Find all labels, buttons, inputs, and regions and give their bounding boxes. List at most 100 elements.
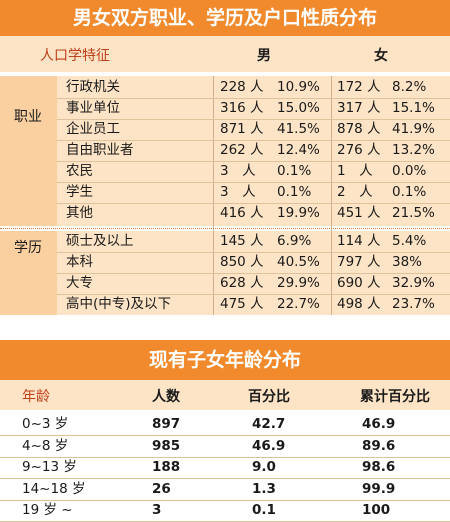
female-count: 276 人	[337, 142, 381, 158]
male-count: 316 人	[220, 100, 264, 116]
percent: 0.1	[252, 502, 276, 518]
percent: 46.9	[252, 437, 286, 454]
occupation-label-cell	[0, 76, 57, 226]
row-divider	[57, 118, 450, 120]
table1-header-female: 女	[374, 48, 388, 64]
row-item-label: 硕士及以上	[66, 233, 134, 249]
row-divider	[0, 499, 450, 501]
female-count: 1 人	[337, 163, 373, 179]
male-count: 262 人	[220, 142, 264, 158]
table1-title: 男女双方职业、学历及户口性质分布	[72, 7, 377, 29]
table1-header-male: 男	[257, 48, 271, 64]
age-group: 0~3 岁	[22, 416, 69, 432]
table2-header-count: 人数	[152, 389, 180, 405]
female-percent: 15.1%	[392, 100, 435, 116]
age-group: 19 岁 ~	[22, 502, 73, 518]
row-item-label: 自由职业者	[66, 142, 134, 158]
row-divider	[57, 160, 450, 162]
percent: 9.0	[252, 459, 276, 475]
row-item-label: 农民	[66, 163, 93, 179]
male-percent: 40.5%	[277, 254, 320, 270]
occupation-group-label: 职业	[14, 109, 42, 125]
female-percent: 38%	[392, 254, 423, 270]
row-divider	[57, 272, 450, 274]
female-count: 114 人	[337, 233, 381, 249]
male-percent: 22.7%	[277, 296, 320, 312]
table2-banner: 现有子女年龄分布	[0, 340, 450, 380]
column-divider	[213, 76, 214, 315]
table2-header-cumulative: 累计百分比	[360, 389, 430, 405]
male-percent: 0.1%	[277, 184, 312, 200]
male-percent: 6.9%	[277, 233, 312, 249]
female-percent: 13.2%	[392, 142, 435, 158]
row-item-label: 行政机关	[66, 79, 120, 95]
percent: 1.3	[252, 480, 276, 497]
cumulative-percent: 89.6	[362, 437, 396, 454]
male-percent: 12.4%	[277, 142, 320, 158]
male-count: 145 人	[220, 233, 264, 249]
occupation-data-block	[57, 76, 450, 226]
column-divider	[331, 76, 332, 315]
row-divider	[0, 478, 450, 479]
age-group: 4~8 岁	[22, 437, 69, 454]
female-percent: 5.4%	[392, 233, 427, 249]
row-item-label: 高中(中专)及以下	[66, 296, 172, 312]
table1-header-row	[0, 36, 450, 72]
child-count: 3	[152, 502, 162, 518]
male-count: 871 人	[220, 121, 264, 137]
education-label-cell	[0, 231, 57, 315]
row-divider	[0, 456, 450, 458]
female-count: 451 人	[337, 205, 381, 221]
male-count: 228 人	[220, 79, 264, 95]
female-count: 690 人	[337, 275, 381, 291]
child-count: 897	[152, 416, 181, 432]
female-percent: 0.0%	[392, 163, 427, 179]
male-percent: 15.0%	[277, 100, 320, 116]
male-count: 3 人	[220, 184, 256, 200]
male-count: 628 人	[220, 275, 264, 291]
table2-header-row	[0, 380, 450, 410]
male-percent: 10.9%	[277, 79, 320, 95]
table2-header-age: 年龄	[22, 389, 50, 405]
female-count: 317 人	[337, 100, 381, 116]
female-count: 2 人	[337, 184, 373, 200]
row-divider	[57, 293, 450, 295]
male-percent: 41.5%	[277, 121, 320, 137]
row-item-label: 其他	[66, 205, 93, 221]
male-percent: 0.1%	[277, 163, 312, 179]
group-separator	[0, 228, 450, 229]
cumulative-percent: 98.6	[362, 459, 396, 475]
age-group: 14~18 岁	[22, 480, 86, 497]
female-percent: 21.5%	[392, 205, 435, 221]
percent: 42.7	[252, 416, 286, 432]
female-count: 172 人	[337, 79, 381, 95]
row-item-label: 学生	[66, 184, 93, 200]
male-count: 3 人	[220, 163, 256, 179]
table1-header-category: 人口学特征	[40, 48, 110, 64]
child-count: 985	[152, 437, 181, 454]
female-percent: 41.9%	[392, 121, 435, 137]
education-group-label: 学历	[14, 240, 42, 256]
female-percent: 32.9%	[392, 275, 435, 291]
row-divider	[57, 181, 450, 183]
male-count: 475 人	[220, 296, 264, 312]
male-percent: 29.9%	[277, 275, 320, 291]
male-count: 416 人	[220, 205, 264, 221]
female-count: 878 人	[337, 121, 381, 137]
female-percent: 0.1%	[392, 184, 427, 200]
row-item-label: 企业员工	[66, 121, 120, 137]
cumulative-percent: 100	[362, 502, 391, 518]
child-count: 188	[152, 459, 181, 475]
row-divider	[57, 251, 450, 253]
row-item-label: 大专	[66, 275, 93, 291]
child-count: 26	[152, 480, 171, 497]
male-count: 850 人	[220, 254, 264, 270]
age-group: 9~13 岁	[22, 459, 77, 475]
table1-banner: 男女双方职业、学历及户口性质分布	[0, 0, 450, 36]
female-percent: 8.2%	[392, 79, 427, 95]
row-item-label: 事业单位	[66, 100, 120, 116]
row-divider	[0, 435, 450, 436]
table2-header-percent: 百分比	[248, 389, 290, 405]
cumulative-percent: 99.9	[362, 480, 396, 497]
table2-title: 现有子女年龄分布	[148, 349, 301, 371]
